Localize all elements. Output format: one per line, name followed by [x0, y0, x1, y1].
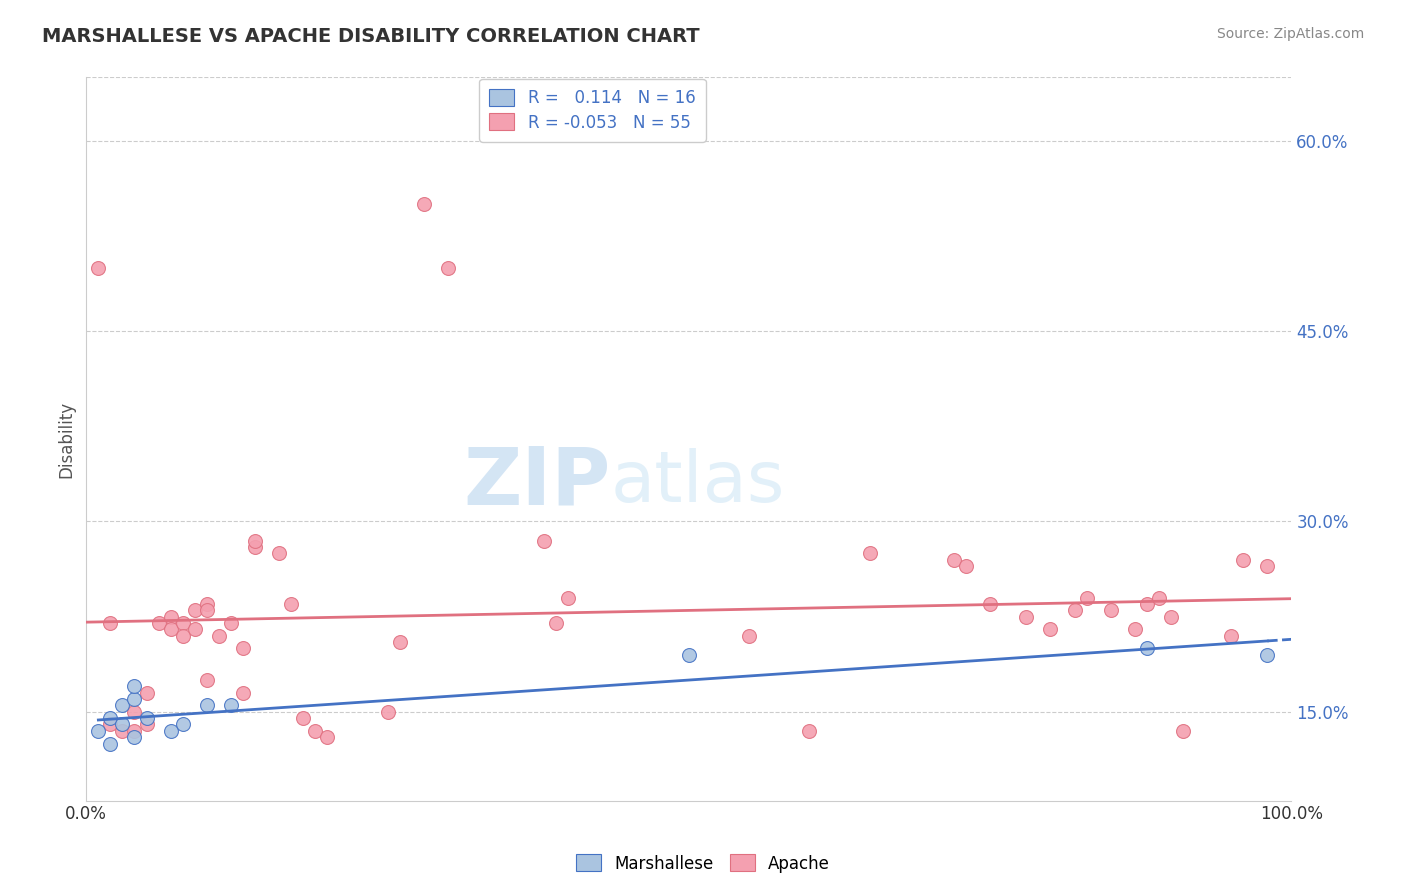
Point [111, 717, 134, 731]
Point [159, 623, 181, 637]
Point [124, 705, 146, 719]
Text: atlas: atlas [610, 448, 785, 517]
Text: Source: ZipAtlas.com: Source: ZipAtlas.com [1216, 27, 1364, 41]
Point [172, 615, 194, 630]
Point [172, 629, 194, 643]
Point [184, 603, 207, 617]
Point [159, 609, 181, 624]
Point [111, 723, 134, 738]
Text: MARSHALLESE VS APACHE DISABILITY CORRELATION CHART: MARSHALLESE VS APACHE DISABILITY CORRELA… [42, 27, 700, 45]
Point [100, 615, 122, 630]
Point [195, 597, 218, 611]
Point [87, 723, 110, 738]
Point [232, 686, 254, 700]
Point [1136, 641, 1159, 656]
Point [979, 597, 1001, 611]
Point [1256, 558, 1278, 573]
Point [388, 635, 411, 649]
Point [1160, 609, 1182, 624]
Point [111, 698, 134, 713]
Point [1232, 552, 1254, 566]
Legend: Marshallese, Apache: Marshallese, Apache [569, 847, 837, 880]
Point [546, 615, 568, 630]
Point [533, 533, 555, 548]
Point [1147, 591, 1170, 605]
Point [1171, 723, 1194, 738]
Point [799, 723, 821, 738]
Point [172, 717, 194, 731]
Point [955, 558, 977, 573]
Point [243, 533, 266, 548]
Point [100, 737, 122, 751]
Point [1015, 609, 1038, 624]
Point [124, 730, 146, 744]
Point [292, 711, 315, 725]
Point [437, 260, 460, 275]
Point [316, 730, 339, 744]
Point [280, 597, 302, 611]
Point [135, 711, 157, 725]
Point [678, 648, 700, 662]
Point [124, 692, 146, 706]
Point [195, 603, 218, 617]
Point [1063, 603, 1085, 617]
Point [243, 540, 266, 554]
Point [1256, 648, 1278, 662]
Point [159, 723, 181, 738]
Point [219, 615, 242, 630]
Point [1220, 629, 1243, 643]
Point [943, 552, 966, 566]
Point [124, 680, 146, 694]
Point [195, 698, 218, 713]
Point [195, 673, 218, 687]
Point [135, 717, 157, 731]
Point [184, 623, 207, 637]
Point [124, 723, 146, 738]
Point [1099, 603, 1122, 617]
Point [100, 711, 122, 725]
Point [219, 698, 242, 713]
Point [738, 629, 761, 643]
Point [135, 686, 157, 700]
Point [557, 591, 579, 605]
Point [269, 546, 291, 560]
Legend: R =   0.114   N = 16, R = -0.053   N = 55: R = 0.114 N = 16, R = -0.053 N = 55 [479, 78, 706, 142]
Point [208, 629, 231, 643]
Point [1123, 623, 1146, 637]
Text: ZIP: ZIP [464, 443, 610, 522]
Point [232, 641, 254, 656]
Point [148, 615, 170, 630]
Point [1039, 623, 1062, 637]
Point [859, 546, 882, 560]
Point [1076, 591, 1098, 605]
Point [87, 260, 110, 275]
Point [304, 723, 326, 738]
Point [1136, 597, 1159, 611]
Point [100, 717, 122, 731]
Y-axis label: Disability: Disability [58, 401, 75, 477]
Point [377, 705, 399, 719]
Point [412, 197, 434, 211]
